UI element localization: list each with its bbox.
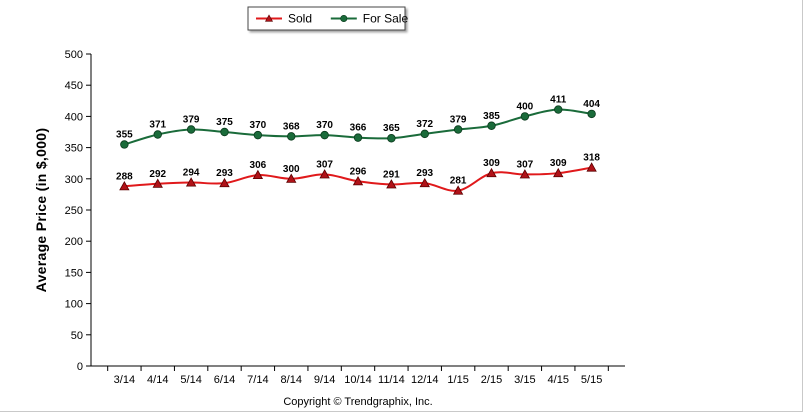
sold-data-label: 309 [483,158,500,169]
for-sale-point [520,112,530,121]
sold-point [219,177,230,188]
x-tick-label: 4/15 [548,374,569,386]
sold-point [419,177,430,188]
legend-marker-sold [264,14,274,22]
for-sale-data-label: 411 [550,95,567,106]
for-sale-point [153,130,162,139]
x-tick-label: 8/14 [281,374,302,386]
for-sale-data-label: 404 [583,99,600,110]
for-sale-point [287,132,296,141]
y-tick-label: 50 [71,330,83,342]
y-tick-label: 0 [77,361,83,373]
for-sale-data-label: 365 [383,123,400,134]
sold-point [185,177,197,187]
for-sale-data-label: 372 [416,119,433,130]
sold-data-label: 294 [183,168,200,179]
y-tick-label: 150 [65,267,83,279]
sold-data-label: 291 [383,169,400,180]
x-tick-label: 11/14 [378,374,405,386]
for-sale-point [320,130,329,140]
sold-point [553,167,564,178]
for-sale-data-label: 366 [350,123,367,134]
x-tick-label: 4/14 [147,374,168,386]
legend-label-sold: Sold [288,12,312,26]
sold-data-label: 307 [316,159,333,170]
sold-data-label: 293 [216,168,233,179]
for-sale-data-label: 355 [116,129,133,140]
legend: Sold For Sale [247,6,409,31]
x-tick-label: 10/14 [344,374,372,386]
for-sale-data-label: 385 [483,111,500,122]
sold-point [286,173,297,183]
y-tick-label: 350 [65,143,83,155]
for-sale-point [554,105,563,114]
x-tick-label: 3/14 [114,374,135,386]
x-tick-label: 5/14 [180,374,201,386]
x-tick-label: 12/14 [411,374,439,386]
y-tick-label: 100 [65,299,83,311]
sold-point [252,169,264,180]
x-tick-label: 7/14 [247,374,268,386]
for-sale-data-label: 379 [450,115,467,126]
plot-area: 288 292 294 293 306 300 307 296 291 293 281 309 307 3… [116,95,600,195]
for-sale-point [253,130,263,140]
for-sale-data-label: 368 [283,121,300,132]
sold-point [352,175,364,186]
y-tick-label: 300 [65,174,83,186]
axes: 0 50 100 150 200 250 300 350 400 450 500 3/14 4/14 5/… [65,49,625,386]
sold-point [386,179,397,189]
for-sale-data-label: 400 [517,101,534,112]
x-tick-label: 9/14 [314,374,335,386]
sold-point [586,162,597,172]
y-tick-label: 250 [65,205,83,217]
sold-data-label: 309 [550,158,567,169]
x-tick-label: 6/14 [214,374,235,386]
y-tick-label: 500 [65,49,83,61]
sold-point [152,178,163,188]
y-tick-label: 450 [65,80,83,92]
for-sale-point [587,109,596,119]
for-sale-data-label: 370 [250,120,267,131]
sold-point [486,167,497,178]
for-sale-point [120,140,129,149]
for-sale-point [186,125,196,134]
for-sale-point [220,127,229,137]
for-sale-point [453,125,463,134]
legend-marker-for-sale [340,15,348,23]
x-tick-label: 1/15 [447,374,468,386]
x-tick-label: 3/15 [514,374,535,386]
sold-data-label: 306 [250,160,267,171]
for-sale-point [487,121,496,130]
sold-data-label: 292 [149,169,166,180]
y-tick-label: 200 [65,236,83,248]
sold-point [319,169,330,179]
sold-point [119,180,130,191]
for-sale-point [353,133,363,142]
for-sale-data-label: 375 [216,117,233,128]
x-tick-label: 2/15 [481,374,502,386]
sold-data-label: 307 [517,159,534,170]
sold-data-label: 300 [283,164,300,175]
legend-box [247,6,406,31]
y-axis-title: Average Price (in $,000) [33,128,49,293]
y-tick-label: 400 [65,111,83,123]
x-tick-label: 5/15 [581,374,602,386]
sold-point [452,185,464,195]
sold-data-label: 281 [450,176,467,187]
sold-point [519,169,531,179]
for-sale-data-label: 371 [149,119,166,130]
sold-data-label: 288 [116,171,133,182]
for-sale-data-label: 370 [316,120,333,131]
copyright-footer: Copyright © Trendgraphix, Inc. [283,396,432,408]
for-sale-point [387,134,396,143]
sold-data-label: 318 [583,153,600,164]
sold-data-label: 293 [416,168,433,179]
for-sale-data-label: 379 [183,115,200,126]
for-sale-point [420,129,429,139]
legend-label-for-sale: For Sale [363,12,409,26]
sold-data-label: 296 [350,166,367,177]
